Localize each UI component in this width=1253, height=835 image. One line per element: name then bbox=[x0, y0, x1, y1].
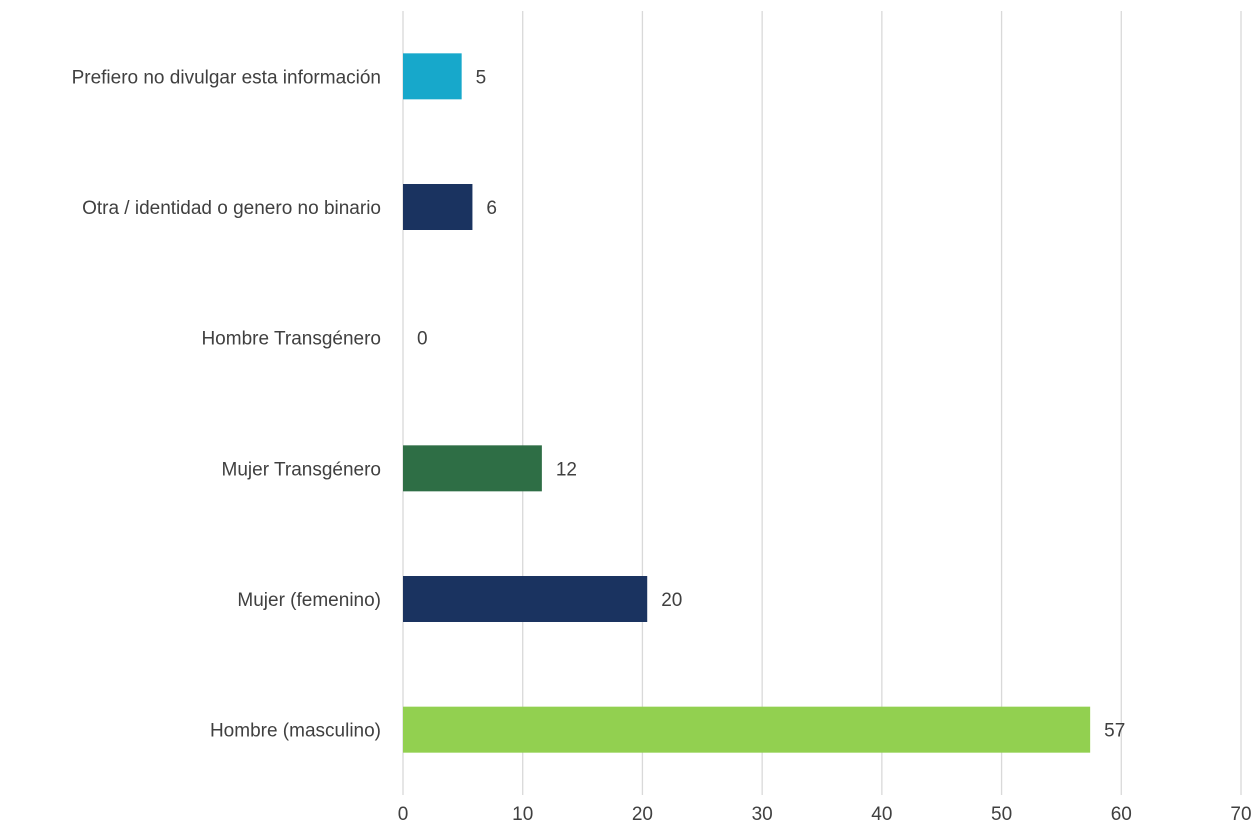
bar bbox=[403, 706, 1091, 753]
data-label: 6 bbox=[486, 198, 497, 219]
x-tick-label: 20 bbox=[632, 804, 653, 825]
x-tick-label: 0 bbox=[398, 804, 409, 825]
data-label: 57 bbox=[1104, 721, 1125, 742]
x-tick-label: 60 bbox=[1111, 804, 1132, 825]
bar bbox=[403, 184, 473, 230]
y-tick-label: Hombre (masculino) bbox=[210, 721, 381, 742]
y-tick-label: Otra / identidad o genero no binario bbox=[82, 198, 381, 219]
y-tick-label: Hombre Transgénero bbox=[201, 329, 381, 350]
data-label: 20 bbox=[661, 590, 682, 611]
y-tick-label: Prefiero no divulgar esta información bbox=[72, 67, 381, 88]
y-tick-label: Mujer (femenino) bbox=[237, 590, 381, 611]
x-tick-label: 40 bbox=[871, 804, 892, 825]
data-label: 5 bbox=[476, 67, 487, 88]
x-tick-label: 70 bbox=[1230, 804, 1251, 825]
bar bbox=[403, 576, 648, 622]
data-label: 0 bbox=[417, 329, 428, 350]
bar bbox=[403, 445, 542, 492]
x-tick-label: 10 bbox=[512, 804, 533, 825]
x-tick-label: 30 bbox=[752, 804, 773, 825]
bar bbox=[403, 53, 462, 100]
x-tick-label: 50 bbox=[991, 804, 1012, 825]
y-tick-label: Mujer Transgénero bbox=[222, 459, 381, 480]
data-label: 12 bbox=[556, 459, 577, 480]
